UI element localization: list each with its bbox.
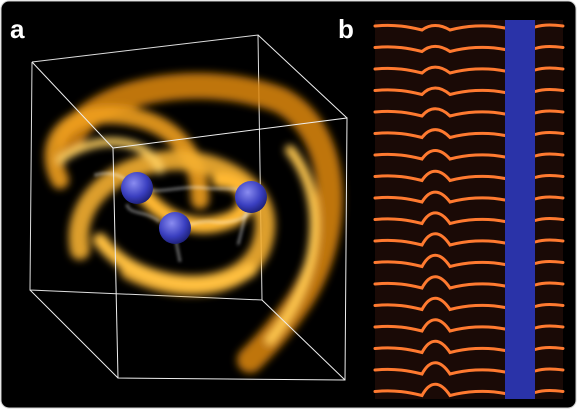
panel-label: a [10,14,25,44]
figure: a b [0,0,577,409]
panel-b [375,20,563,399]
panel-label: b [338,14,354,44]
page: a b (() => { const data = JSON.parse(doc… [0,0,577,409]
blue-band [505,20,535,399]
